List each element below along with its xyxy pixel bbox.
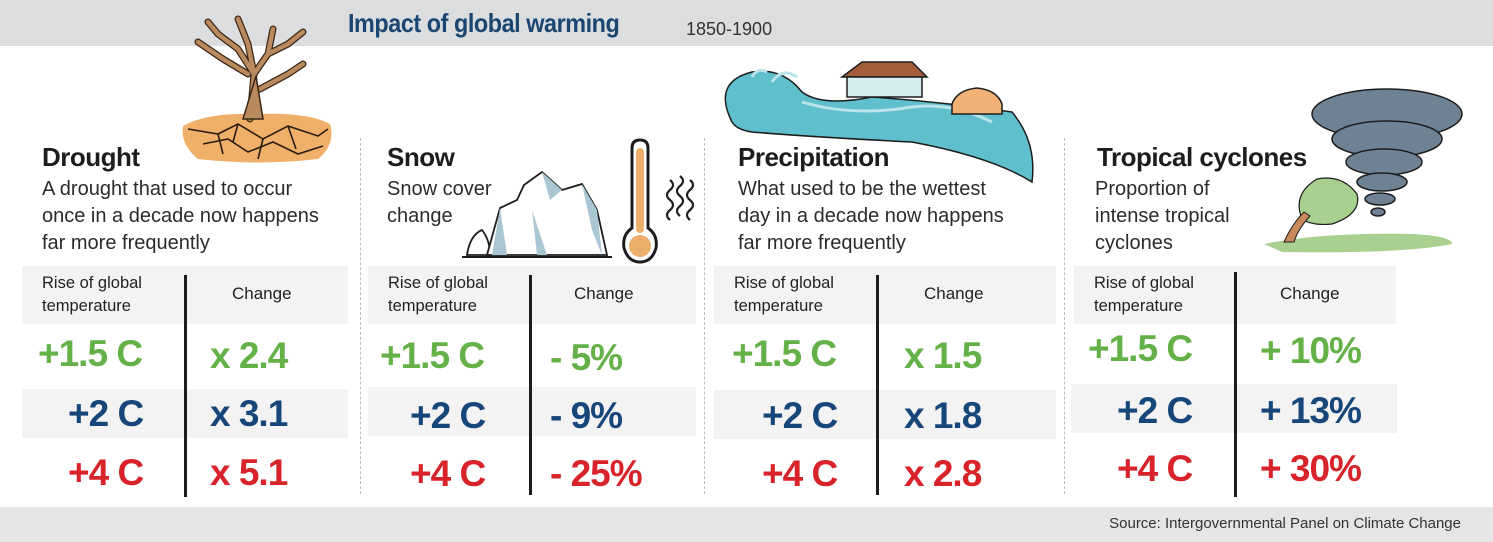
column-divider — [1234, 272, 1237, 497]
column-divider — [529, 275, 532, 495]
column-divider — [184, 275, 187, 497]
panel-divider — [360, 138, 361, 494]
rise-value: +4 C — [68, 452, 144, 493]
rise-value: +1.5 C — [38, 333, 143, 374]
page-subtitle: 1850-1900 — [686, 19, 773, 39]
header-rise: Rise of global — [734, 274, 834, 292]
dead-tree-cracked-earth-icon — [182, 15, 332, 163]
change-value: x 1.8 — [904, 395, 982, 436]
rise-value: +2 C — [410, 395, 486, 436]
thermometer-icon — [622, 138, 695, 264]
footer-bar — [0, 507, 1493, 542]
panel-description-line: A drought that used to occur — [42, 178, 293, 200]
panel-title: Snow — [387, 142, 455, 172]
panel-description-line: once in a decade now happens — [42, 205, 319, 227]
table-header: Rise of global temperature Change — [368, 266, 696, 324]
change-value: x 3.1 — [210, 393, 288, 434]
header-change: Change — [1280, 284, 1340, 303]
source-note: Source: Intergovernmental Panel on Clima… — [1109, 515, 1461, 532]
panel-divider — [704, 138, 705, 494]
change-value: - 25% — [550, 453, 643, 494]
panel-description-line: far more frequently — [738, 232, 906, 254]
panel-description-line: intense tropical — [1095, 205, 1230, 227]
table-header: Rise of global temperature Change — [714, 266, 1056, 324]
change-value: + 13% — [1260, 390, 1362, 431]
column-divider — [876, 275, 879, 495]
panel-title: Precipitation — [738, 142, 889, 172]
panel-title: Tropical cyclones — [1097, 142, 1307, 172]
panel-description-line: What used to be the wettest — [738, 178, 986, 200]
rise-value: +4 C — [1117, 448, 1193, 489]
change-value: x 2.8 — [904, 453, 982, 494]
change-value: + 10% — [1260, 330, 1362, 371]
change-value: + 30% — [1260, 448, 1362, 489]
change-value: x 1.5 — [904, 335, 982, 376]
panel-title: Drought — [42, 142, 140, 172]
rise-value: +4 C — [410, 453, 486, 494]
panel-description-line: Proportion of — [1095, 178, 1210, 200]
panel-description-line: far more frequently — [42, 232, 210, 254]
header-change: Change — [574, 284, 634, 303]
header-rise: Rise of global — [42, 274, 142, 292]
rise-value: +4 C — [762, 453, 838, 494]
rise-value: +1.5 C — [732, 333, 837, 374]
change-value: x 5.1 — [210, 452, 288, 493]
header-rise: Rise of global — [1094, 274, 1194, 292]
table-row-bg — [714, 390, 1056, 439]
rise-value: +1.5 C — [380, 335, 485, 376]
header-rise: Rise of global — [388, 274, 488, 292]
header-change: Change — [232, 284, 292, 303]
rise-value: +2 C — [762, 395, 838, 436]
panel-description-line: Snow cover — [387, 178, 492, 200]
rise-value: +2 C — [68, 393, 144, 434]
flood-wave-house-car-icon — [724, 61, 1034, 184]
change-value: x 2.4 — [210, 335, 288, 376]
panel-divider — [1064, 138, 1065, 494]
tornado-tree-icon — [1264, 88, 1463, 253]
iceberg-icon — [462, 170, 612, 258]
page-title: Impact of global warming — [348, 8, 620, 38]
panel-description-line: day in a decade now happens — [738, 205, 1004, 227]
panel-description-line: change — [387, 205, 453, 227]
panel-description-line: cyclones — [1095, 232, 1173, 254]
rise-value: +1.5 C — [1088, 328, 1193, 369]
table-row-bg — [368, 387, 696, 436]
header-change: Change — [924, 284, 984, 303]
rise-value: +2 C — [1117, 390, 1193, 431]
change-value: - 5% — [550, 337, 623, 378]
change-value: - 9% — [550, 395, 623, 436]
